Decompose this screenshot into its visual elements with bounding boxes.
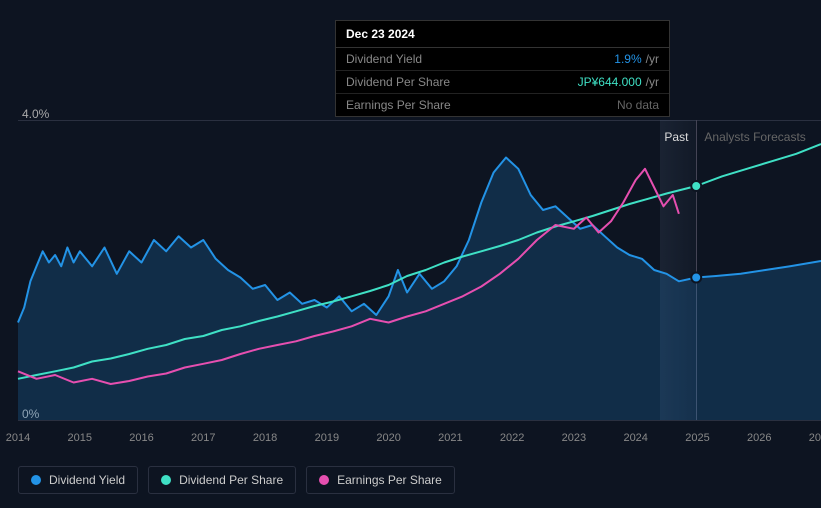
legend-label: Earnings Per Share	[337, 473, 442, 487]
x-tick: 2021	[438, 432, 462, 444]
x-axis: 2014 2015 2016 2017 2018 2019 2020 2021 2022 2023…	[0, 432, 821, 452]
x-tick: 2023	[562, 432, 586, 444]
legend: Dividend Yield Dividend Per Share Earnings…	[18, 466, 455, 494]
tooltip-row-label: Dividend Yield	[346, 52, 422, 66]
legend-label: Dividend Per Share	[179, 473, 283, 487]
tooltip-row-value: JP¥644.000	[578, 75, 642, 89]
tooltip-row-value: No data	[617, 98, 659, 112]
series-marker-dividend_yield	[691, 273, 701, 283]
tooltip-date: Dec 23 2024	[336, 21, 669, 48]
legend-dot-icon	[161, 475, 171, 485]
x-tick: 2016	[129, 432, 153, 444]
legend-item[interactable]: Earnings Per Share	[306, 466, 455, 494]
tooltip: Dec 23 2024 Dividend Yield1.9%/yrDividen…	[335, 20, 670, 117]
x-tick: 2019	[315, 432, 339, 444]
tooltip-row-unit: /yr	[646, 52, 659, 66]
x-tick: 2014	[6, 432, 30, 444]
legend-dot-icon	[31, 475, 41, 485]
tooltip-row: Dividend Per Share JP¥644.000/yr	[336, 71, 669, 94]
x-tick: 2022	[500, 432, 524, 444]
x-tick: 2017	[191, 432, 215, 444]
x-tick: 2018	[253, 432, 277, 444]
series-marker-dividend_per_share	[691, 181, 701, 191]
legend-item[interactable]: Dividend Yield	[18, 466, 138, 494]
tooltip-row-label: Earnings Per Share	[346, 98, 451, 112]
x-tick: 2015	[68, 432, 92, 444]
tooltip-row: Dividend Yield 1.9% /yr	[336, 48, 669, 71]
legend-label: Dividend Yield	[49, 473, 125, 487]
legend-dot-icon	[319, 475, 329, 485]
x-tick: 2020	[376, 432, 400, 444]
x-tick: 2025	[685, 432, 709, 444]
tooltip-row: Earnings Per Share No data	[336, 94, 669, 116]
tooltip-row-label: Dividend Per Share	[346, 75, 450, 89]
x-tick: 2024	[623, 432, 647, 444]
tooltip-row-value: 1.9%	[614, 52, 641, 66]
legend-item[interactable]: Dividend Per Share	[148, 466, 296, 494]
x-tick: 2027	[809, 432, 821, 444]
x-tick: 2026	[747, 432, 771, 444]
tooltip-row-unit: /yr	[646, 75, 659, 89]
series-fill-dividend_yield	[18, 158, 821, 421]
